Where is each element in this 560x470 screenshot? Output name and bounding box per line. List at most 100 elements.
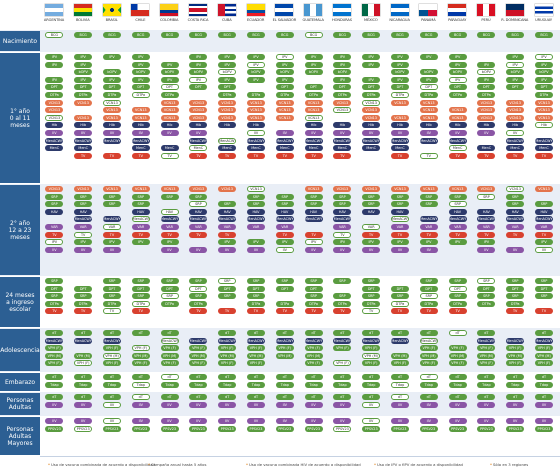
vaccine-pill: PPSV23	[131, 425, 150, 432]
vaccine-pill: DPT	[74, 285, 93, 292]
vaccine-pill: VCN13	[218, 99, 237, 106]
vaccine-pill: TV	[74, 308, 93, 315]
vaccine-pill: DPT	[103, 84, 121, 91]
vaccine-pill: TV	[419, 152, 438, 159]
vaccine-pill: BCG	[103, 32, 121, 38]
vaccine-pill: bOPV	[419, 69, 438, 76]
vaccine-pill: IIV	[189, 246, 208, 253]
vaccine-pill: HAV	[74, 208, 93, 215]
vaccine-pill: bOPV	[131, 69, 150, 76]
vaccine-pill: SRP	[247, 278, 265, 284]
vaccine-pill: TV	[506, 308, 525, 315]
country-name: BRASIL	[105, 18, 118, 22]
section-label: 2° año 12 a 23 meses	[0, 185, 40, 275]
vaccine-pill: SRP	[74, 201, 93, 208]
vaccine-pill: SRP	[189, 278, 208, 284]
country-name: BOLIVIA	[76, 18, 90, 22]
country-flag-icon	[534, 4, 553, 16]
vaccine-pill: TV	[189, 231, 208, 238]
vaccine-pill: MenACWY	[218, 337, 237, 344]
vaccine-pill: VCN13	[218, 107, 237, 114]
vaccine-pill: VAR	[74, 224, 93, 230]
section-label: 1° año 0 al 11 meses	[0, 53, 40, 183]
vaccine-pill: IPV	[477, 76, 496, 83]
vaccine-pill: VCN13	[45, 114, 64, 121]
vaccine-pill: TV	[160, 152, 179, 159]
vaccine-pill: SRP	[275, 201, 294, 208]
vaccine-pill: DTPa	[448, 92, 467, 98]
vaccine-pill: SRP	[304, 278, 323, 284]
country-name: GUATEMALA	[302, 18, 324, 22]
vaccine-pill: MenC	[247, 145, 265, 152]
vaccine-pill: MenC	[506, 145, 525, 152]
vaccine-pill: VCN13	[247, 186, 265, 192]
country-flag-icon	[73, 4, 92, 16]
vaccine-pill: VCN13	[477, 114, 496, 121]
vaccine-pill: TV	[247, 308, 265, 315]
vaccine-pill: IIV	[103, 401, 121, 408]
vaccine-pill: IIV	[45, 418, 64, 424]
country-name: PERÚ	[481, 18, 491, 22]
vaccine-pill: VCN13	[160, 114, 179, 121]
vaccine-pill: MenC	[535, 145, 553, 152]
vaccine-pill: IIV	[247, 418, 265, 424]
vaccine-pill: dT	[74, 394, 93, 400]
vaccine-pill: IPV	[160, 239, 179, 246]
vaccine-pill: VPH (M)	[189, 352, 208, 359]
vaccine-pill: HAV	[275, 208, 294, 215]
country-flag-icon	[160, 4, 179, 16]
vaccine-pill: SRP	[506, 193, 525, 200]
vaccine-pill: IIV	[131, 401, 150, 408]
vaccine-pill: DPT	[419, 84, 438, 91]
vaccine-pill: HAV	[477, 208, 496, 215]
vaccine-pill: MenACWY	[419, 216, 438, 223]
vaccine-pill: DPT	[477, 84, 496, 91]
vaccine-pill: DPT	[304, 84, 323, 91]
vaccine-pill: VPH (F)	[506, 345, 525, 352]
vaccine-pill: IIV	[535, 246, 553, 253]
vaccine-pill: DPT	[275, 285, 294, 292]
vaccine-pill: VCN13	[74, 114, 93, 121]
vaccine-pill: DPT	[391, 285, 409, 292]
vaccine-pill: TV	[304, 231, 323, 238]
vaccine-pill: SRP	[419, 193, 438, 200]
vaccine-pill: MenACWY	[419, 137, 438, 144]
vaccine-pill: DPT	[160, 285, 179, 292]
vaccine-pill: IPV	[74, 54, 93, 60]
country-column-header: CUBA	[213, 2, 241, 26]
vaccine-pill: SRP	[189, 193, 208, 200]
vaccine-pill: Tdap	[275, 381, 294, 388]
vaccine-pill: Tdap	[247, 381, 265, 388]
vaccine-pill: DTPa	[247, 92, 265, 98]
country-name: ECUADOR	[246, 18, 265, 22]
vaccine-pill: PPSV23	[247, 425, 265, 432]
legend-marker: *	[148, 462, 150, 467]
vaccine-pill: MenACWY	[131, 137, 150, 144]
country-column-header: ECUADOR	[242, 2, 270, 26]
vaccine-pill: IIV	[160, 246, 179, 253]
vaccine-pill: MenACWY	[247, 216, 265, 223]
country-column-header: NICARAGUA	[386, 2, 414, 26]
vaccine-pill: MenACWY	[304, 216, 323, 223]
vaccine-pill: VCN13	[477, 107, 496, 114]
vaccine-pill: VPH (F)	[333, 345, 352, 352]
vaccine-pill: MenC	[391, 145, 409, 152]
country-flag-icon	[419, 4, 438, 16]
vaccine-pill: VCN13	[535, 99, 553, 106]
country-column-header: BOLIVIA	[69, 2, 97, 26]
vaccine-pill: VPH (F)	[45, 360, 64, 367]
vaccine-pill: bOPV	[218, 69, 237, 76]
country-name: CHILE	[135, 18, 146, 22]
vaccine-pill: dT	[160, 374, 179, 380]
country-column-header: EL SALVADOR	[270, 2, 298, 26]
vaccine-pill: VPH (F)	[131, 360, 150, 367]
vaccine-pill: MenACWY	[333, 216, 352, 223]
vaccine-pill: IPV	[247, 239, 265, 246]
vaccine-pill: dT	[189, 374, 208, 380]
vaccine-pill: TV	[189, 152, 208, 159]
vaccine-pill: IPV	[131, 54, 150, 60]
vaccine-pill: dT	[160, 394, 179, 400]
vaccine-pill: DPT	[189, 84, 208, 91]
vaccine-pill: DPT	[477, 285, 496, 292]
vaccine-pill: Hib	[218, 122, 237, 129]
